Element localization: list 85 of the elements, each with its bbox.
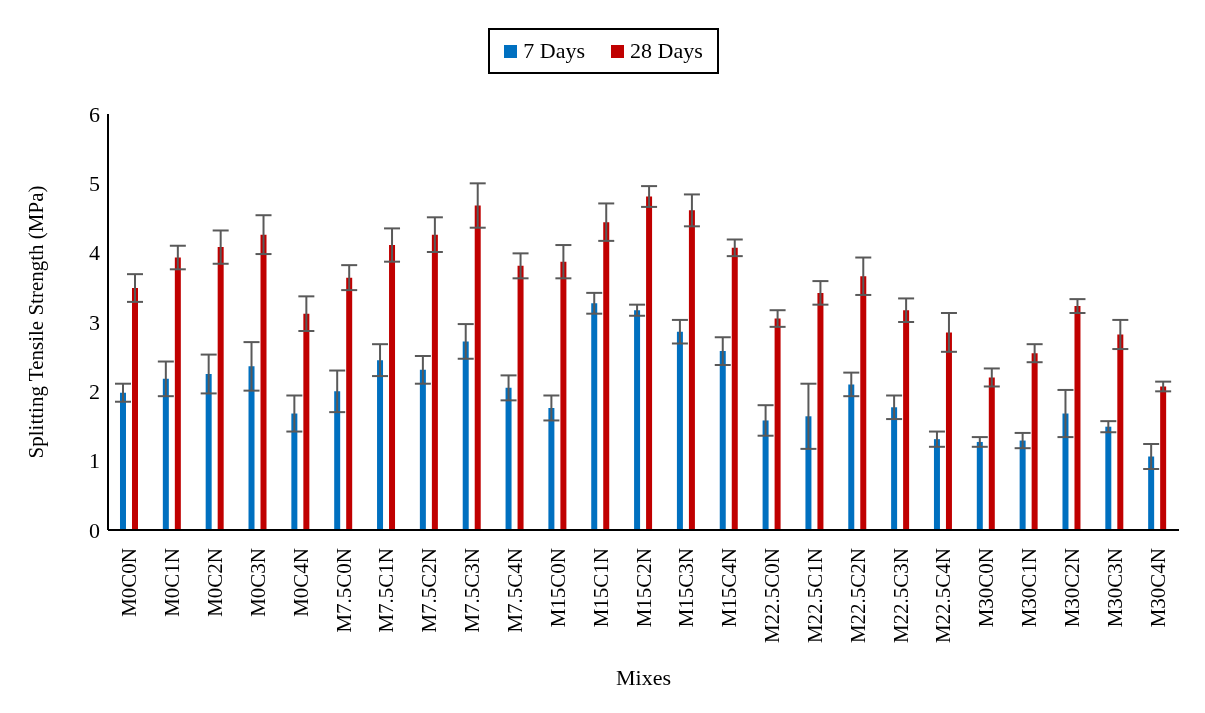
bar: [891, 407, 898, 530]
y-axis-title: Splitting Tensile Strength (MPa): [24, 185, 49, 459]
bar: [389, 245, 396, 530]
bar: [1031, 353, 1038, 530]
x-tick-label: M7.5C2N: [417, 548, 442, 633]
bar: [120, 392, 126, 530]
bar: [303, 313, 310, 530]
x-tick-label: M15C2N: [631, 548, 656, 628]
x-tick-label: M7.5C1N: [374, 548, 399, 633]
x-tick-label: M22.5C0N: [760, 548, 785, 644]
bar: [205, 374, 212, 530]
x-tick-label: M30C2N: [1059, 548, 1084, 628]
x-tick-label: M7.5C3N: [460, 548, 485, 633]
bar: [762, 420, 769, 530]
y-tick-label: 1: [89, 448, 100, 474]
bar: [976, 441, 983, 530]
y-tick-label: 3: [89, 309, 100, 335]
bar: [817, 292, 824, 530]
bar: [719, 351, 726, 530]
x-tick-label: M22.5C1N: [802, 548, 827, 644]
x-tick-label: M0C0N: [117, 548, 142, 617]
x-tick-label: M30C4N: [1145, 548, 1170, 628]
bar: [517, 265, 524, 530]
y-tick-label: 4: [89, 240, 100, 266]
bar: [474, 205, 481, 530]
legend-label: 7 Days: [522, 38, 585, 64]
bar: [1105, 426, 1112, 530]
bar: [774, 318, 781, 530]
x-tick-label: M15C1N: [588, 548, 613, 628]
y-tick-label: 0: [89, 517, 100, 543]
bar: [174, 257, 181, 530]
x-tick-label: M30C3N: [1102, 548, 1127, 628]
x-axis-title: Mixes: [616, 665, 671, 690]
bar: [1019, 440, 1026, 530]
bar: [248, 366, 255, 530]
bar: [462, 341, 469, 530]
bar: [162, 378, 169, 530]
x-tick-label: M0C2N: [203, 548, 228, 617]
legend-label: 28 Days: [629, 38, 703, 64]
bar: [505, 387, 512, 530]
y-tick-label: 2: [89, 379, 100, 405]
y-tick-label: 5: [89, 171, 100, 197]
bar: [688, 210, 695, 530]
bar: [860, 276, 867, 530]
bar: [988, 377, 995, 530]
bar: [1062, 413, 1069, 530]
x-tick-label: M0C4N: [288, 548, 313, 617]
bar: [603, 222, 610, 530]
x-tick-label: M0C1N: [160, 548, 185, 617]
bar: [334, 391, 341, 530]
bar: [731, 247, 738, 530]
bar: [548, 407, 555, 530]
x-tick-label: M7.5C0N: [331, 548, 356, 633]
bar: [646, 196, 653, 530]
x-tick-label: M7.5C4N: [502, 548, 527, 633]
bar: [945, 332, 952, 530]
bar: [260, 234, 267, 530]
bar: [1074, 306, 1081, 530]
bar: [560, 261, 567, 530]
x-tick-label: M22.5C3N: [888, 548, 913, 644]
x-tick-label: M22.5C4N: [931, 548, 956, 644]
bar: [1117, 334, 1124, 530]
x-tick-label: M30C0N: [974, 548, 999, 628]
bar: [132, 288, 138, 530]
bar: [431, 234, 438, 530]
bar: [903, 310, 910, 530]
bar: [377, 360, 384, 530]
x-tick-label: M15C4N: [717, 548, 742, 628]
x-tick-label: M15C0N: [545, 548, 570, 628]
bar: [419, 369, 426, 530]
x-tick-label: M0C3N: [245, 548, 270, 617]
bar: [217, 247, 224, 530]
bar: [1148, 456, 1155, 530]
bar: [676, 331, 683, 530]
x-tick-label: M15C3N: [674, 548, 699, 628]
bar: [291, 413, 298, 530]
bar: [933, 439, 940, 530]
bar: [591, 303, 598, 530]
bar: [346, 277, 353, 530]
bar: [1160, 386, 1167, 530]
x-tick-label: M30C1N: [1017, 548, 1042, 628]
bar: [848, 384, 855, 530]
y-tick-label: 6: [89, 101, 100, 127]
bar: [634, 310, 641, 530]
x-tick-label: M22.5C2N: [845, 548, 870, 644]
